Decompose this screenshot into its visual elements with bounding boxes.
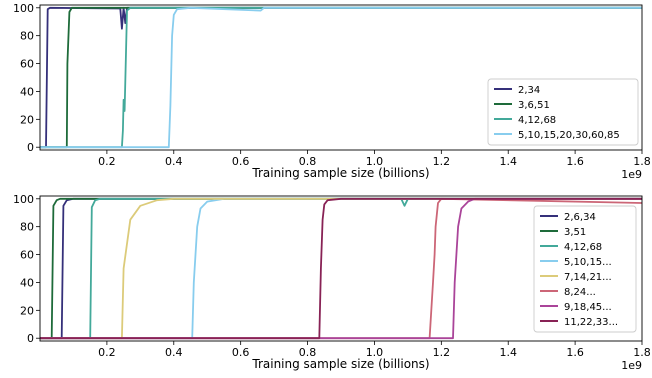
y-tick-label: 100: [13, 193, 34, 206]
series-line-3: [40, 197, 642, 340]
legend-label: 11,22,33...: [564, 317, 618, 328]
chart-panel-1: 0.2 0.4 0.6 0.8 1.0 1.2 1.4 1.6 1.8 0 20 40 60 80 100 T…: [13, 2, 651, 181]
y-tick-label: 60: [20, 58, 34, 71]
y-tick-label: 20: [20, 304, 34, 317]
x-tick-label: 1.4: [499, 155, 517, 168]
x-tick-label: 0.8: [299, 346, 317, 359]
legend: 2,34 3,6,51 4,12,68 5,10,15,20,30,60,85: [487, 78, 639, 146]
y-tick-label: 20: [20, 113, 34, 126]
x-tick-label: 1.2: [433, 346, 451, 359]
y-tick-label: 40: [20, 85, 34, 98]
legend-label: 3,51: [564, 227, 586, 238]
legend-label: 9,18,45...: [564, 302, 612, 313]
series-line-6: [40, 197, 643, 340]
series-line-3: [40, 6, 642, 149]
chart-panel-2: 0.2 0.4 0.6 0.8 1.0 1.2 1.4 1.6 1.8 0 20 40 60 80 100 T…: [13, 193, 651, 372]
legend-label: 5,10,15,20,30,60,85: [518, 130, 620, 141]
y-tick-label: 100: [13, 2, 34, 15]
legend-label: 4,12,68: [564, 242, 602, 253]
legend-box: [487, 78, 639, 146]
x-tick-label: 1.2: [433, 155, 451, 168]
x-offset-label: 1e9: [621, 168, 642, 181]
x-axis-label: Training sample size (billions): [251, 357, 429, 371]
x-tick-label: 0.6: [232, 346, 250, 359]
legend-label: 4,12,68: [518, 115, 556, 126]
x-tick-label: 1.6: [566, 155, 584, 168]
y-tick-label: 40: [20, 276, 34, 289]
series-line-8: [40, 197, 642, 340]
legend-label: 8,24...: [564, 287, 596, 298]
legend-label: 2,6,34: [564, 212, 596, 223]
x-tick-label: 0.2: [98, 346, 116, 359]
legend-label: 2,34: [518, 85, 540, 96]
plot-frame: [39, 195, 643, 342]
x-offset-label: 1e9: [621, 359, 642, 372]
y-tick-label: 80: [20, 221, 34, 234]
x-tick-label: 1.0: [366, 346, 384, 359]
x-tick-label: 1.4: [499, 346, 517, 359]
x-tick-label: 0.4: [165, 155, 183, 168]
x-tick-label: 0.4: [165, 346, 183, 359]
legend-label: 7,14,21...: [564, 272, 612, 283]
legend-label: 3,6,51: [518, 100, 550, 111]
series-line-4: [40, 6, 642, 149]
x-axis-label: Training sample size (billions): [251, 166, 429, 180]
y-tick-label: 60: [20, 249, 34, 262]
legend-label: 5,10,15...: [564, 257, 612, 268]
x-tick-label: 1.6: [566, 346, 584, 359]
x-tick-label: 1.0: [366, 155, 384, 168]
x-tick-label: 0.6: [232, 155, 250, 168]
series-line-5: [40, 197, 642, 340]
x-tick-label: 0.8: [299, 155, 317, 168]
x-tick-label: 1.8: [633, 346, 651, 359]
y-tick-label: 0: [27, 141, 34, 154]
y-tick-label: 0: [27, 332, 34, 345]
x-tick-label: 1.8: [633, 155, 651, 168]
legend-box: [533, 205, 637, 333]
x-tick-label: 0.2: [98, 155, 116, 168]
y-tick-label: 80: [20, 30, 34, 43]
plot-frame: [39, 4, 643, 151]
legend: 2,6,34 3,51 4,12,68 5,10,15... 7,14,21... 8,2…: [533, 205, 637, 333]
